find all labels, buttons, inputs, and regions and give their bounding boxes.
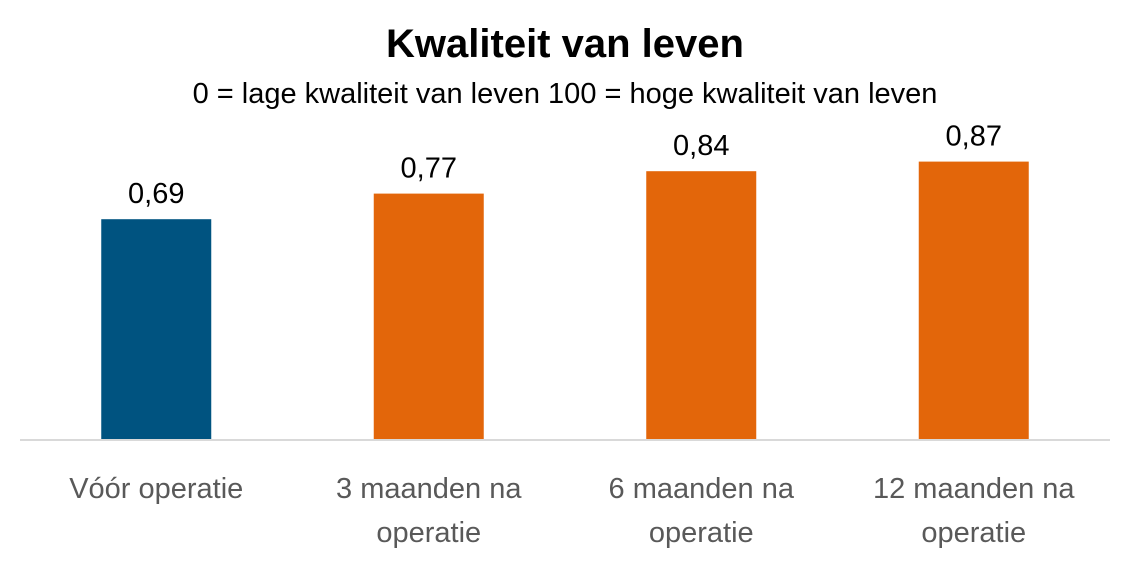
value-label-1: 0,69 <box>128 178 184 210</box>
bar-1 <box>101 219 212 440</box>
category-label-1: Vóór operatie <box>69 473 243 505</box>
category-label-3: 6 maanden na operatie <box>609 473 795 549</box>
chart-title: Kwaliteit van leven <box>386 22 744 66</box>
chart-subtitle: 0 = lage kwaliteit van leven 100 = hoge … <box>192 78 938 110</box>
category-label-4: 12 maanden na operatie <box>873 473 1075 549</box>
category-label-line: operatie <box>649 517 754 549</box>
category-label-line: Vóór operatie <box>69 473 243 505</box>
category-label-2: 3 maanden na operatie <box>336 473 522 549</box>
value-label-2: 0,77 <box>401 153 457 185</box>
category-label-line: operatie <box>376 517 481 549</box>
value-labels-layer: 0,69 0,77 0,84 0,87 <box>128 121 1002 211</box>
bars-layer <box>101 161 1029 440</box>
category-label-line: 12 maanden na <box>873 473 1075 505</box>
value-label-4: 0,87 <box>946 121 1002 153</box>
bar-3 <box>646 171 757 440</box>
category-label-line: 3 maanden na <box>336 473 522 505</box>
category-label-line: 6 maanden na <box>609 473 795 505</box>
bar-2 <box>373 193 484 440</box>
category-label-line: operatie <box>921 517 1026 549</box>
bar-4 <box>918 161 1029 440</box>
value-label-3: 0,84 <box>673 130 729 162</box>
